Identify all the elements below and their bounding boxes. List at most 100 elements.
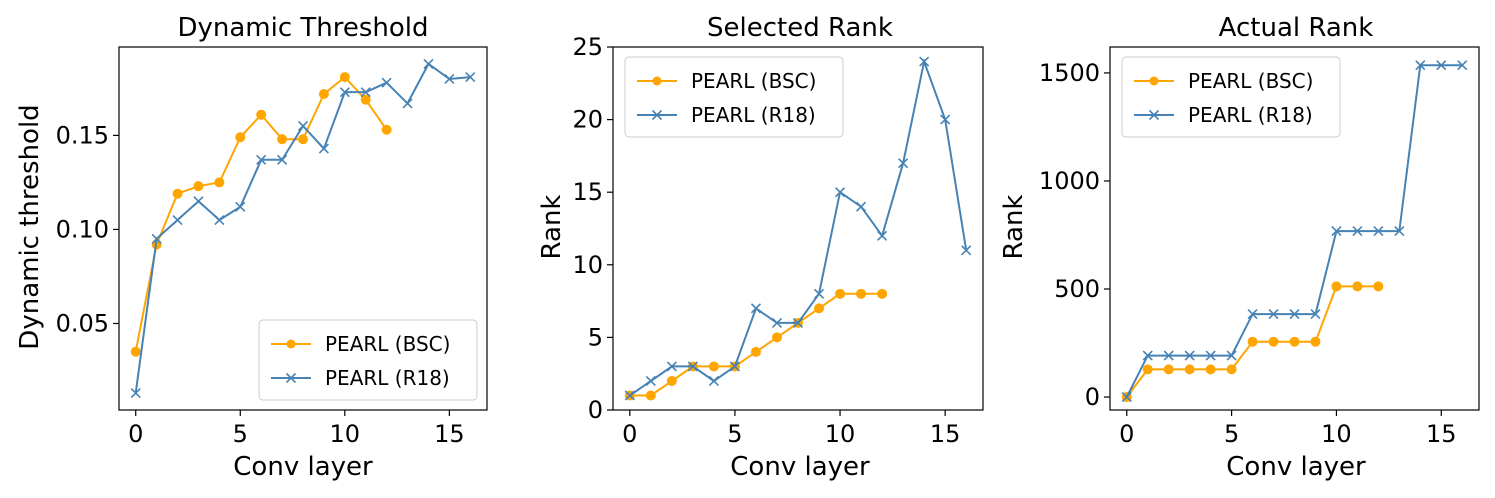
data-point-r18 [813, 288, 825, 299]
legend-marker-bsc [652, 76, 662, 86]
data-point-bsc [1373, 281, 1384, 292]
data-point-bsc [235, 132, 246, 143]
data-point-r18 [1436, 60, 1447, 71]
data-point-bsc [172, 188, 183, 199]
data-point-r18 [277, 154, 288, 165]
legend-marker-bsc [286, 339, 296, 349]
data-point-r18 [214, 214, 225, 226]
data-point-bsc [835, 288, 846, 299]
y-tick-label: 500 [1054, 275, 1100, 303]
data-point-bsc [1142, 364, 1153, 375]
data-point-r18 [1310, 308, 1321, 320]
y-tick-label: 0 [1085, 383, 1100, 411]
x-tick-label: 15 [434, 420, 465, 448]
data-point-r18 [1394, 226, 1405, 237]
legend: PEARL (BSC) PEARL (R18) [258, 319, 478, 401]
y-tick-label: 1000 [1039, 167, 1100, 195]
data-point-r18 [297, 120, 309, 132]
data-point-bsc [277, 134, 288, 145]
data-point-bsc [771, 332, 782, 343]
x-axis-label: Conv layer [1226, 452, 1366, 482]
data-point-r18 [360, 87, 371, 98]
data-point-r18 [708, 375, 719, 387]
data-point-r18 [1121, 391, 1132, 403]
data-point-r18 [1205, 350, 1216, 361]
x-tick-label: 0 [622, 420, 637, 448]
data-point-bsc [193, 181, 204, 192]
data-point-r18 [339, 87, 350, 98]
data-point-r18 [1184, 350, 1195, 361]
data-point-bsc [339, 72, 350, 83]
data-point-r18 [898, 158, 909, 169]
y-tick-label: 10 [572, 251, 603, 279]
y-tick-label: 5 [588, 323, 603, 351]
data-point-bsc [130, 346, 141, 357]
data-point-r18 [750, 303, 762, 314]
data-point-r18 [318, 143, 329, 154]
x-tick-label: 10 [825, 420, 856, 448]
data-point-r18 [256, 154, 267, 165]
x-axis-label: Conv layer [730, 452, 870, 482]
data-point-r18 [465, 72, 476, 83]
data-point-r18 [1163, 350, 1174, 361]
data-point-r18 [729, 361, 740, 372]
data-point-r18 [381, 77, 392, 88]
data-point-bsc [814, 303, 825, 314]
legend-label-r18: PEARL (R18) [325, 366, 450, 390]
chart-actual-rank: Actual Rank Conv layer Rank 0 5 10 15 0 500 10… [999, 13, 1480, 482]
data-point-r18 [1142, 350, 1153, 361]
plot-frame [1109, 46, 1480, 411]
data-point-r18 [151, 233, 162, 244]
y-tick-label: 0.10 [56, 215, 109, 243]
legend-label-r18: PEARL (R18) [1188, 103, 1313, 127]
legend-marker-r18 [285, 372, 297, 384]
data-point-bsc [645, 390, 656, 401]
data-point-bsc [1226, 364, 1237, 375]
data-point-r18 [834, 187, 846, 198]
data-point-bsc [1268, 336, 1279, 347]
data-point-r18 [1331, 226, 1342, 237]
chart-dynamic-threshold: Dynamic Threshold Conv layer Dynamic thr… [15, 13, 488, 482]
data-point-r18 [444, 73, 455, 85]
data-point-r18 [1352, 226, 1363, 237]
data-point-r18 [172, 214, 183, 226]
data-point-r18 [1247, 308, 1258, 320]
data-point-r18 [792, 317, 804, 328]
legend-box [624, 56, 844, 138]
data-point-r18 [771, 317, 783, 328]
plot-frame [118, 46, 488, 411]
y-tick-label: 25 [572, 33, 603, 61]
data-point-r18 [235, 201, 246, 212]
plot-frame [612, 46, 984, 411]
x-tick-label: 5 [1224, 420, 1239, 448]
data-point-r18 [193, 196, 204, 207]
data-point-r18 [645, 375, 656, 387]
y-tick-label: 0 [588, 396, 603, 424]
data-point-r18 [856, 201, 867, 212]
y-axis-label: Rank [999, 195, 1029, 260]
data-point-bsc [1247, 336, 1258, 347]
legend-box [258, 319, 478, 401]
data-point-r18 [1457, 60, 1468, 71]
data-point-r18 [1268, 308, 1279, 320]
data-point-r18 [130, 388, 141, 399]
x-axis-label: Conv layer [233, 452, 373, 482]
data-point-bsc [381, 124, 392, 135]
data-point-bsc [298, 134, 308, 145]
x-tick-label: 10 [330, 420, 361, 448]
y-tick-label: 1500 [1039, 59, 1100, 87]
data-point-bsc [214, 177, 225, 188]
data-point-bsc [318, 89, 329, 100]
legend-marker-r18 [1148, 109, 1160, 121]
chart-selected-rank: Selected Rank Conv layer Rank 0 5 10 15 0 5 10… [537, 13, 984, 482]
data-point-r18 [940, 114, 951, 125]
data-point-bsc [1163, 364, 1174, 375]
data-point-bsc [256, 109, 267, 120]
data-point-r18 [877, 230, 888, 241]
data-point-bsc [1352, 281, 1363, 292]
data-point-bsc [666, 375, 677, 386]
data-point-r18 [1373, 226, 1384, 237]
x-tick-label: 15 [930, 420, 961, 448]
y-axis-label: Rank [537, 195, 567, 260]
y-tick-label: 0.15 [56, 121, 109, 149]
